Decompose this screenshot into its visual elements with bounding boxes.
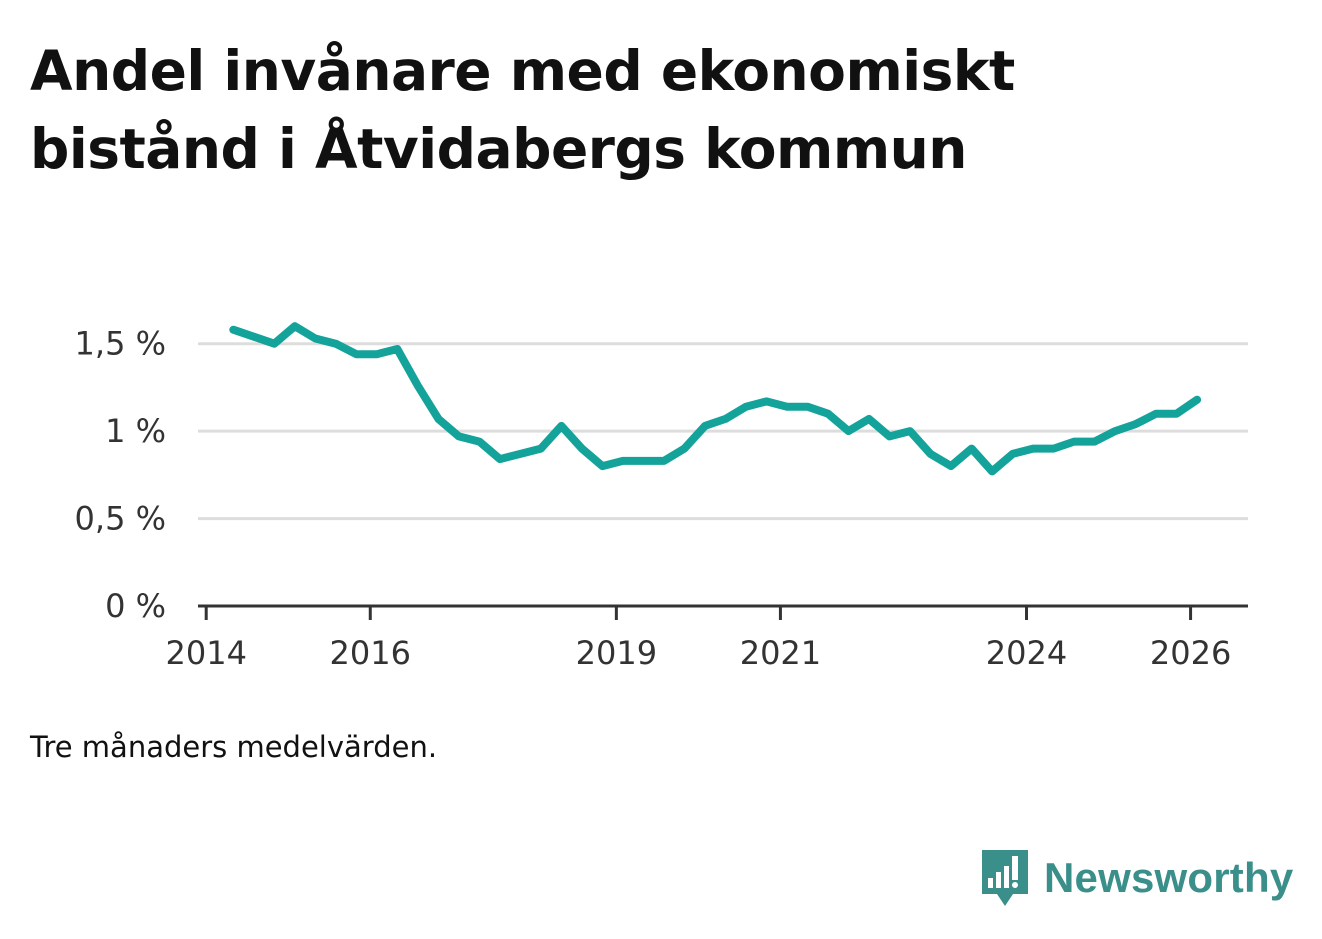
y-tick-label: 0 %	[105, 587, 166, 625]
data-point	[250, 333, 258, 341]
data-point	[1070, 438, 1078, 446]
x-tick-label: 2014	[165, 634, 246, 672]
data-point	[988, 467, 996, 475]
x-tick-label: 2016	[330, 634, 411, 672]
data-point	[557, 422, 565, 430]
data-point	[332, 340, 340, 348]
data-point	[721, 415, 729, 423]
grid-lines	[198, 342, 1248, 521]
data-point	[1029, 445, 1037, 453]
y-tick-label: 1,5 %	[75, 325, 166, 363]
data-point	[352, 350, 360, 358]
data-point	[1111, 427, 1119, 435]
data-point	[1050, 445, 1058, 453]
data-point	[1173, 410, 1181, 418]
data-point	[968, 445, 976, 453]
data-point	[516, 450, 524, 458]
brand-logo[interactable]: Newsworthy	[980, 848, 1293, 908]
data-point	[578, 445, 586, 453]
x-tick-label: 2024	[986, 634, 1067, 672]
data-point	[475, 438, 483, 446]
data-point	[270, 340, 278, 348]
data-point	[927, 450, 935, 458]
data-point	[229, 326, 237, 334]
data-point	[906, 427, 914, 435]
data-point	[1132, 420, 1140, 428]
brand-name: Newsworthy	[1044, 854, 1294, 901]
tick-labels: 0 % 0,5 % 1 % 1,5 % 2014 2016 2019 2021 2024 2026	[75, 325, 1232, 672]
footnote: Tre månaders medelvärden.	[30, 730, 438, 764]
data-point	[824, 410, 832, 418]
data-point	[434, 415, 442, 423]
y-tick-label: 1 %	[105, 412, 166, 450]
chart-title: Andel invånare med ekonomiskt bistånd i …	[30, 39, 1015, 181]
data-point	[783, 403, 791, 411]
data-point	[373, 350, 381, 358]
data-point	[886, 432, 894, 440]
data-point	[619, 457, 627, 465]
data-point	[639, 457, 647, 465]
axes	[198, 604, 1248, 620]
data-point	[660, 457, 668, 465]
data-point	[537, 445, 545, 453]
data-point	[393, 345, 401, 353]
data-point	[701, 422, 709, 430]
series-line	[229, 322, 1202, 476]
data-point	[1009, 450, 1017, 458]
data-point	[414, 382, 422, 390]
data-point	[311, 334, 319, 342]
x-tick-label: 2019	[576, 634, 657, 672]
data-point	[680, 445, 688, 453]
data-point	[598, 462, 606, 470]
data-point	[947, 462, 955, 470]
data-point	[762, 397, 770, 405]
data-point	[291, 322, 299, 330]
x-tick-label: 2021	[740, 634, 821, 672]
data-point	[742, 403, 750, 411]
data-point	[803, 403, 811, 411]
data-point	[455, 432, 463, 440]
data-point	[1152, 410, 1160, 418]
data-point	[496, 455, 504, 463]
data-point	[1091, 438, 1099, 446]
data-point	[845, 427, 853, 435]
x-tick-label: 2026	[1150, 634, 1231, 672]
y-tick-label: 0,5 %	[75, 500, 166, 538]
newsworthy-logo-icon	[982, 850, 1028, 906]
series-layer	[229, 322, 1202, 476]
data-point	[1193, 396, 1201, 404]
data-point	[865, 415, 873, 423]
